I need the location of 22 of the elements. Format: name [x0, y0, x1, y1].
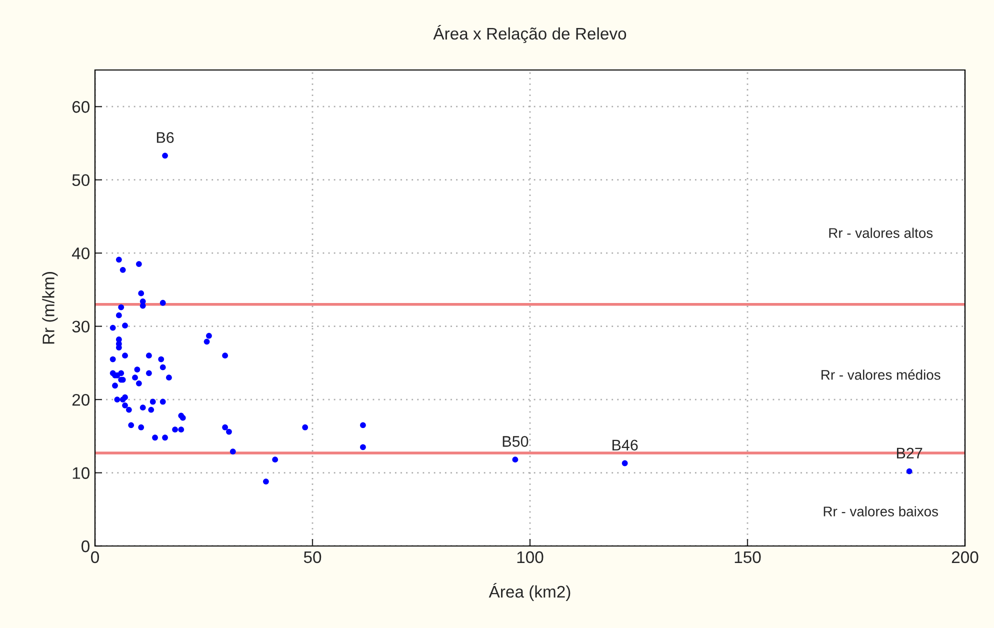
annotation: B46 [612, 440, 638, 451]
chart-title: Área x Relação de Relevo [433, 24, 626, 43]
x-tick-label: 50 [304, 551, 322, 564]
annotation: B6 [156, 132, 174, 143]
x-tick-label: 0 [91, 551, 99, 564]
y-tick-label: 40 [72, 247, 90, 260]
annotation: B27 [896, 448, 922, 458]
y-axis-title: Rr (m/km) [42, 272, 58, 344]
y-tick-label: 0 [82, 540, 90, 552]
annotation: B50 [502, 436, 528, 447]
x-axis-title: Área (km2) [488, 583, 570, 601]
annotation: Rr - valores altos [829, 228, 933, 238]
x-tick-label: 200 [952, 551, 978, 564]
annotation: Rr - valores baixos [824, 506, 938, 516]
x-tick-label: 150 [734, 551, 761, 564]
y-tick-label: 20 [72, 394, 90, 406]
y-tick-label: 50 [72, 174, 90, 186]
annotation: Rr - valores médios [822, 369, 940, 380]
y-tick-label: 10 [72, 467, 90, 479]
y-tick-label: 60 [72, 101, 90, 113]
x-tick-label: 100 [517, 551, 544, 564]
y-tick-label: 30 [72, 320, 90, 333]
